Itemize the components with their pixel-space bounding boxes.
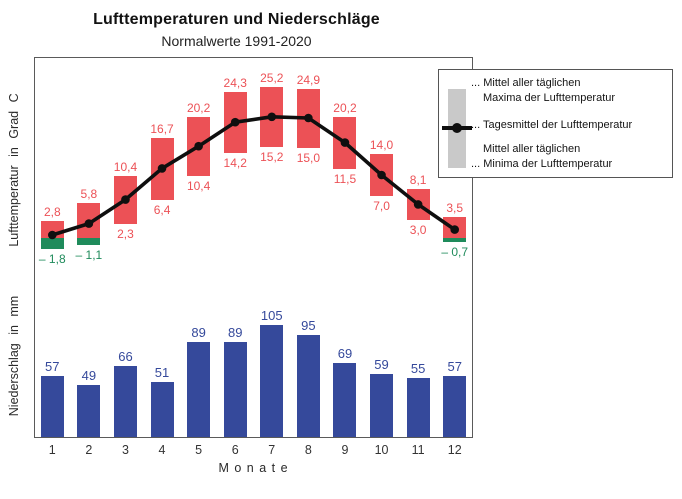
temp-max-label: 24,3 (223, 76, 247, 91)
precip-bar (296, 335, 320, 437)
precip-bar (370, 373, 394, 437)
temp-min-label: 11,5 (333, 172, 357, 186)
temp-min-label: – 1,1 (75, 247, 103, 262)
temp-range-bar (223, 92, 247, 153)
month-label: 2 (85, 443, 93, 457)
temp-range-bar (187, 116, 211, 176)
precip-value-label: 59 (374, 356, 389, 372)
month-label: 10 (374, 443, 389, 457)
temp-min-label: 10,4 (186, 178, 211, 193)
temp-max-label: 14,0 (369, 138, 394, 152)
month-label: 4 (158, 443, 166, 457)
precip-bar (40, 376, 64, 437)
precip-bar (187, 341, 211, 437)
legend-minima-line1: Mittel aller täglichen (483, 143, 581, 155)
temp-max-label: 16,7 (150, 121, 174, 136)
plot-frame (34, 57, 473, 438)
temp-range-bar (443, 217, 467, 238)
temp-min-label: 3,0 (409, 223, 427, 237)
month-label: 11 (411, 443, 425, 457)
legend-minima-line2: ... Minima der Lufttemperatur (471, 158, 613, 170)
precip-value-label: 105 (260, 307, 283, 323)
precip-value-label: 89 (227, 324, 243, 340)
month-label: 12 (447, 443, 462, 457)
precip-bar (150, 382, 174, 437)
precip-value-label: 55 (410, 361, 426, 377)
chart-title: Lufttemperaturen und Niederschläge (93, 11, 380, 28)
legend-box: ... Mittel aller täglichen Maxima der Lu… (438, 69, 673, 178)
temp-min-label: 6,4 (153, 202, 171, 217)
precip-bar (113, 366, 137, 437)
temp-min-label: – 1,8 (38, 251, 66, 266)
temp-max-label: 25,2 (260, 70, 284, 85)
precip-value-label: 57 (447, 359, 462, 374)
precip-value-label: 49 (81, 367, 97, 383)
temp-max-label: 10,4 (113, 159, 138, 174)
month-label: 1 (48, 443, 56, 457)
legend-maxima-line1: ... Mittel aller täglichen (471, 77, 581, 89)
precip-value-label: 57 (45, 359, 60, 374)
temp-max-label: 20,2 (186, 100, 211, 115)
temp-range-bar (333, 116, 357, 169)
month-label: 6 (231, 443, 239, 457)
mean-line-dot-icon (452, 123, 462, 133)
months-axis-label: M o n a t e (218, 461, 289, 475)
temp-min-label: 7,0 (373, 199, 390, 213)
temp-range-bar (40, 221, 64, 238)
temp-negative-min-bar (77, 238, 101, 245)
legend-maxima-line2: Maxima der Lufttemperatur (483, 92, 616, 104)
month-label: 9 (341, 443, 349, 457)
precip-value-label: 95 (301, 318, 316, 334)
temp-negative-min-bar (40, 238, 64, 249)
chart-subtitle: Normalwerte 1991-2020 (161, 33, 312, 49)
precip-bar (443, 376, 467, 437)
temp-range-bar (370, 154, 394, 196)
precip-value-label: 66 (118, 349, 133, 365)
month-label: 3 (121, 443, 129, 457)
temp-min-label: – 0,7 (441, 245, 469, 260)
temp-min-label: 2,3 (117, 227, 134, 242)
temp-range-bar (260, 86, 284, 147)
temp-negative-min-bar (443, 238, 467, 243)
temp-range-bar (150, 137, 174, 200)
precip-value-label: 51 (154, 365, 170, 381)
legend-mean-line: ... Tagesmittel der Lufttemperatur (471, 119, 633, 131)
temp-max-label: 2,8 (43, 205, 61, 220)
temp-range-bar (113, 175, 137, 225)
temp-max-label: 8,1 (409, 173, 427, 188)
temp-range-bar (296, 88, 320, 148)
temp-range-bar (77, 203, 101, 238)
temp-range-bar (406, 189, 430, 220)
month-label: 7 (268, 443, 276, 457)
precip-bar (406, 378, 430, 437)
temp-max-label: 5,8 (80, 187, 98, 202)
month-label: 5 (195, 443, 203, 457)
precip-bar (333, 363, 357, 437)
precip-value-label: 89 (191, 324, 206, 340)
precip-bar (260, 324, 284, 437)
temp-max-label: 20,2 (333, 100, 357, 115)
temperature-axis-label: Lufttemperatur in Grad C (7, 93, 21, 247)
precip-value-label: 69 (337, 346, 353, 362)
precip-bar (223, 341, 247, 437)
month-label: 8 (304, 443, 312, 457)
precip-bar (77, 384, 101, 437)
temp-max-label: 3,5 (446, 201, 464, 215)
temp-max-label: 24,9 (296, 72, 321, 87)
temp-min-label: 15,0 (296, 151, 321, 165)
precipitation-axis-label: Niederschlag in mm (7, 295, 21, 417)
